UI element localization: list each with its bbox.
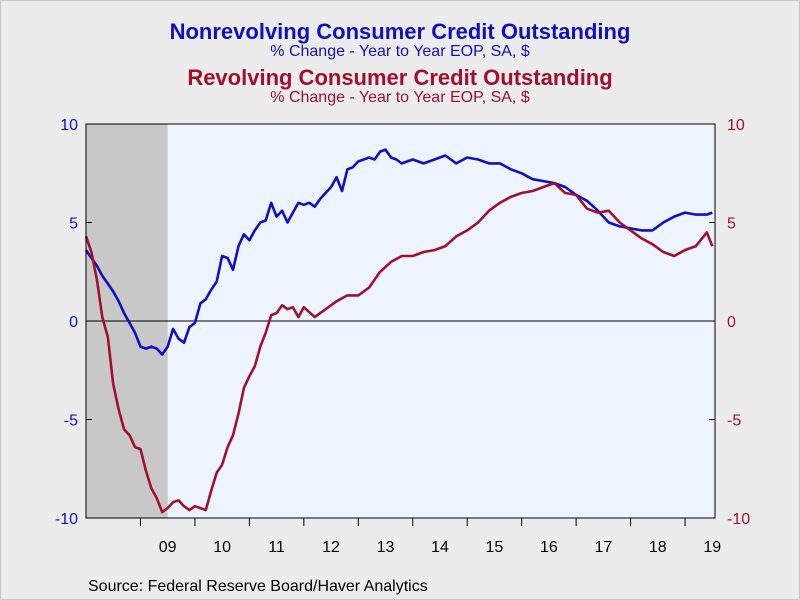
- x-tick-label: 13: [377, 539, 395, 556]
- revolving-series-line: [84, 181, 714, 514]
- x-tick-label: 11: [268, 539, 285, 556]
- source-note: Source: Federal Reserve Board/Haver Anal…: [88, 578, 428, 595]
- x-tick-label: 09: [159, 539, 177, 556]
- left-y-tick-label: -10: [55, 511, 78, 528]
- x-tick-label: 19: [703, 539, 721, 556]
- right-y-tick-label: 10: [727, 117, 745, 134]
- left-y-tick-label: 10: [60, 117, 78, 134]
- nonrevolving-subtitle: % Change - Year to Year EOP, SA, $: [270, 43, 530, 60]
- nonrevolving-series-line: [84, 148, 713, 356]
- x-tick-label: 10: [213, 539, 231, 556]
- left-y-tick-label: -5: [64, 413, 78, 430]
- x-tick-label: 16: [540, 539, 558, 556]
- revolving-subtitle: % Change - Year to Year EOP, SA, $: [270, 89, 530, 106]
- right-y-tick-label: -10: [727, 511, 750, 528]
- nonrevolving-title: Nonrevolving Consumer Credit Outstanding: [169, 19, 631, 44]
- right-y-tick-label: 0: [727, 314, 736, 331]
- x-tick-label: 18: [649, 539, 667, 556]
- left-y-tick-label: 5: [69, 216, 78, 233]
- right-y-tick-label: 5: [727, 216, 736, 233]
- revolving-title: Revolving Consumer Credit Outstanding: [187, 65, 613, 90]
- x-tick-label: 14: [431, 539, 449, 556]
- x-tick-label: 17: [594, 539, 612, 556]
- left-y-tick-label: 0: [69, 314, 78, 331]
- right-y-tick-label: -5: [727, 413, 741, 430]
- x-tick-label: 12: [322, 539, 340, 556]
- x-tick-label: 15: [486, 539, 504, 556]
